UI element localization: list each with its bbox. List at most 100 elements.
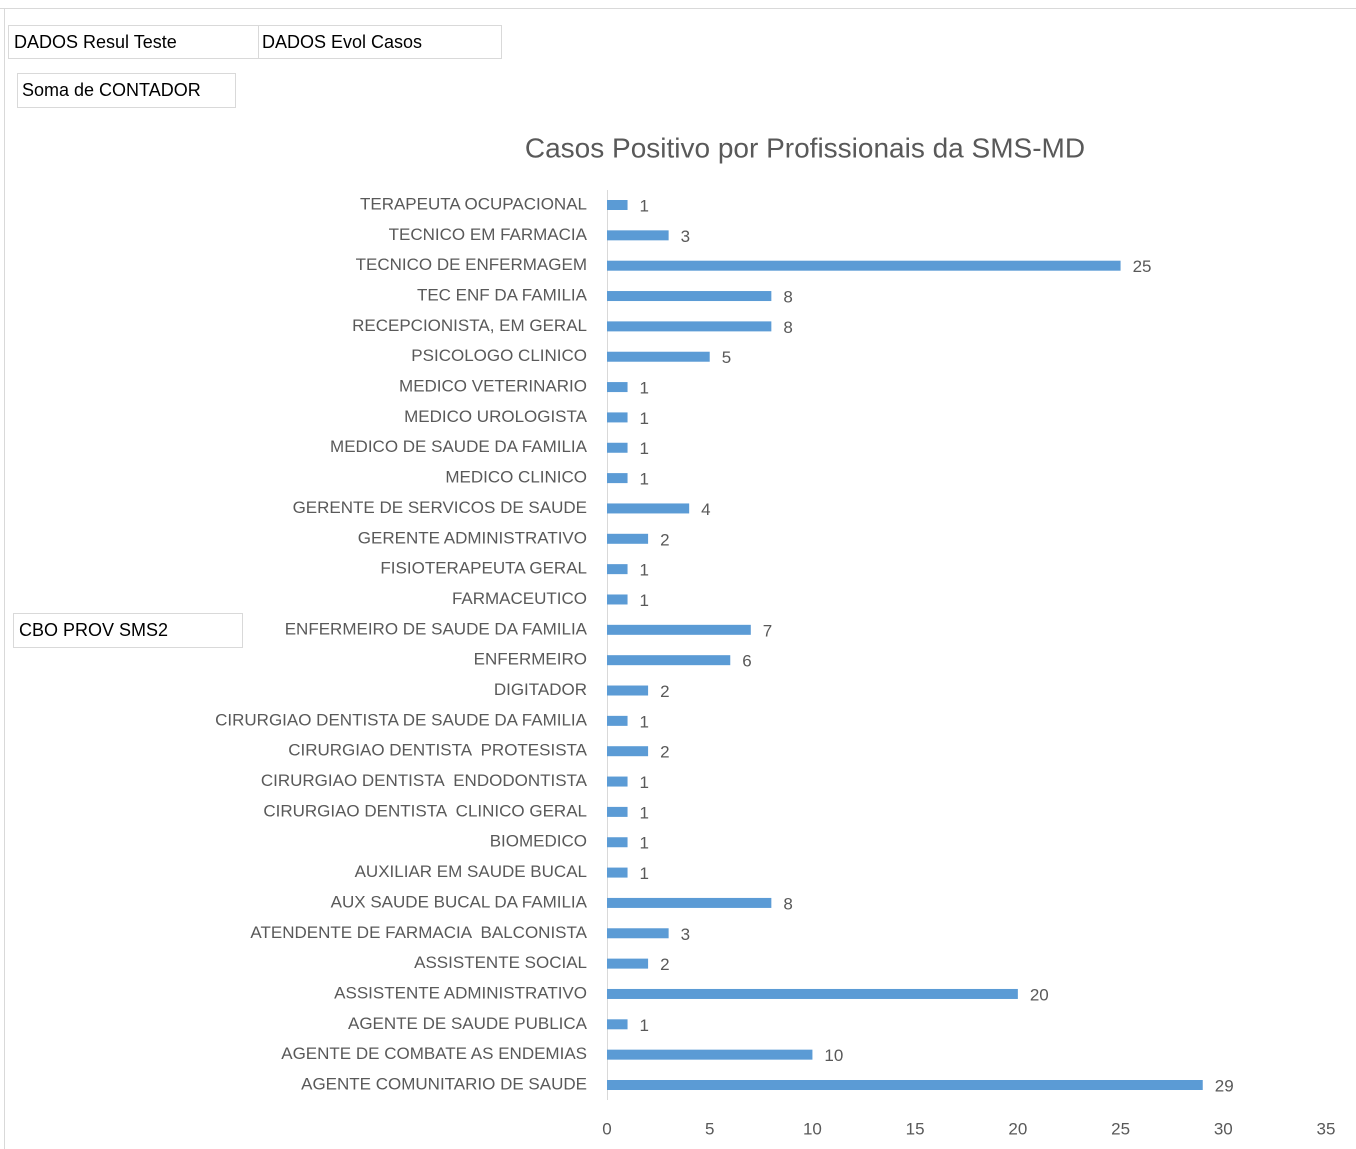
y-tick-label: AGENTE COMUNITARIO DE SAUDE [301,1074,587,1093]
x-tick-label: 25 [1111,1119,1130,1138]
x-tick-label: 20 [1008,1119,1027,1138]
y-tick-label: PSICOLOGO CLINICO [411,346,587,365]
data-label: 1 [640,773,649,792]
y-tick-label: ASSISTENTE ADMINISTRATIVO [334,983,587,1002]
y-tick-label: AGENTE DE SAUDE PUBLICA [348,1014,588,1033]
filter-button-label[interactable]: DADOS Resul Teste [14,32,177,52]
data-label: 1 [640,470,649,489]
data-label: 1 [640,834,649,853]
data-label: 8 [783,894,792,913]
data-label: 10 [824,1046,843,1065]
data-label: 7 [763,621,772,640]
filter-button[interactable] [8,25,259,59]
bar [607,412,628,423]
row-button[interactable] [13,613,243,648]
bar [607,533,649,544]
bar [607,746,649,757]
y-tick-label: FISIOTERAPEUTA GERAL [380,559,587,578]
x-tick-label: 35 [1317,1119,1336,1138]
y-tick-label: CIRURGIAO DENTISTA PROTESISTA [288,741,587,760]
bar [607,624,751,635]
y-tick-label: AGENTE DE COMBATE AS ENDEMIAS [281,1044,587,1063]
y-tick-label: GERENTE ADMINISTRATIVO [358,528,587,547]
value-button-label[interactable]: Soma de CONTADOR [22,80,201,100]
bar [607,988,1018,999]
y-tick-label: MEDICO UROLOGISTA [404,407,588,426]
data-label: 6 [742,652,751,671]
bar [607,806,628,817]
y-tick-label: AUXILIAR EM SAUDE BUCAL [355,862,587,881]
data-label: 2 [660,530,669,549]
y-tick-label: GERENTE DE SERVICOS DE SAUDE [293,498,587,517]
bar [607,837,628,848]
data-label: 8 [783,288,792,307]
bar [607,928,669,939]
data-label: 2 [660,682,669,701]
y-tick-label: CIRURGIAO DENTISTA DE SAUDE DA FAMILIA [215,710,588,729]
y-tick-label: MEDICO VETERINARIO [399,377,587,396]
bar [607,564,628,575]
data-label: 1 [640,196,649,215]
y-tick-label: CIRURGIAO DENTISTA CLINICO GERAL [263,801,587,820]
data-label: 1 [640,864,649,883]
data-label: 8 [783,318,792,337]
y-tick-label: RECEPCIONISTA, EM GERAL [352,316,587,335]
data-label: 3 [681,925,690,944]
x-tick-label: 5 [705,1119,714,1138]
data-label: 1 [640,591,649,610]
bar [607,776,628,787]
data-label: 20 [1030,985,1049,1004]
bar [607,715,628,726]
y-tick-label: BIOMEDICO [490,832,587,851]
bar [607,1080,1203,1090]
bar [607,685,649,696]
data-label: 1 [640,803,649,822]
bar [607,260,1121,271]
data-label: 2 [660,743,669,762]
bar [607,1019,628,1030]
data-label: 3 [681,227,690,246]
bar [607,897,772,908]
x-tick-label: 10 [803,1119,822,1138]
y-tick-label: ASSISTENTE SOCIAL [414,953,587,972]
y-tick-label: CIRURGIAO DENTISTA ENDODONTISTA [261,771,588,790]
filter-button[interactable] [258,25,502,59]
bar [607,594,628,605]
y-tick-label: ENFERMEIRO [474,650,587,669]
y-tick-label: AUX SAUDE BUCAL DA FAMILIA [331,892,588,911]
data-label: 25 [1133,257,1152,276]
data-label: 1 [640,439,649,458]
data-label: 5 [722,348,731,367]
bar [607,442,628,453]
x-tick-label: 30 [1214,1119,1233,1138]
data-label: 4 [701,500,710,519]
y-tick-label: ATENDENTE DE FARMACIA BALCONISTA [250,923,587,942]
y-tick-label: TECNICO EM FARMACIA [389,225,588,244]
y-tick-label: DIGITADOR [494,680,587,699]
bar [607,200,628,210]
y-tick-label: MEDICO CLINICO [445,468,587,487]
bar [607,230,669,241]
data-label: 29 [1215,1076,1234,1095]
chart-title: Casos Positivo por Profissionais da SMS-… [525,132,1085,163]
bar [607,351,710,362]
filter-button-label[interactable]: DADOS Evol Casos [262,32,422,52]
bar [607,867,628,878]
value-button[interactable] [17,73,236,108]
data-label: 1 [640,1016,649,1035]
x-tick-label: 15 [906,1119,925,1138]
y-tick-label: ENFERMEIRO DE SAUDE DA FAMILIA [285,619,588,638]
data-label: 1 [640,712,649,731]
data-label: 1 [640,561,649,580]
bar [607,473,628,484]
bar [607,503,690,514]
y-tick-label: TERAPEUTA OCUPACIONAL [360,194,587,213]
row-button-label[interactable]: CBO PROV SMS2 [19,620,168,640]
bar [607,382,628,393]
bar [607,1049,813,1060]
y-tick-label: FARMACEUTICO [452,589,587,608]
x-tick-label: 0 [602,1119,611,1138]
y-tick-label: TECNICO DE ENFERMAGEM [356,255,587,274]
